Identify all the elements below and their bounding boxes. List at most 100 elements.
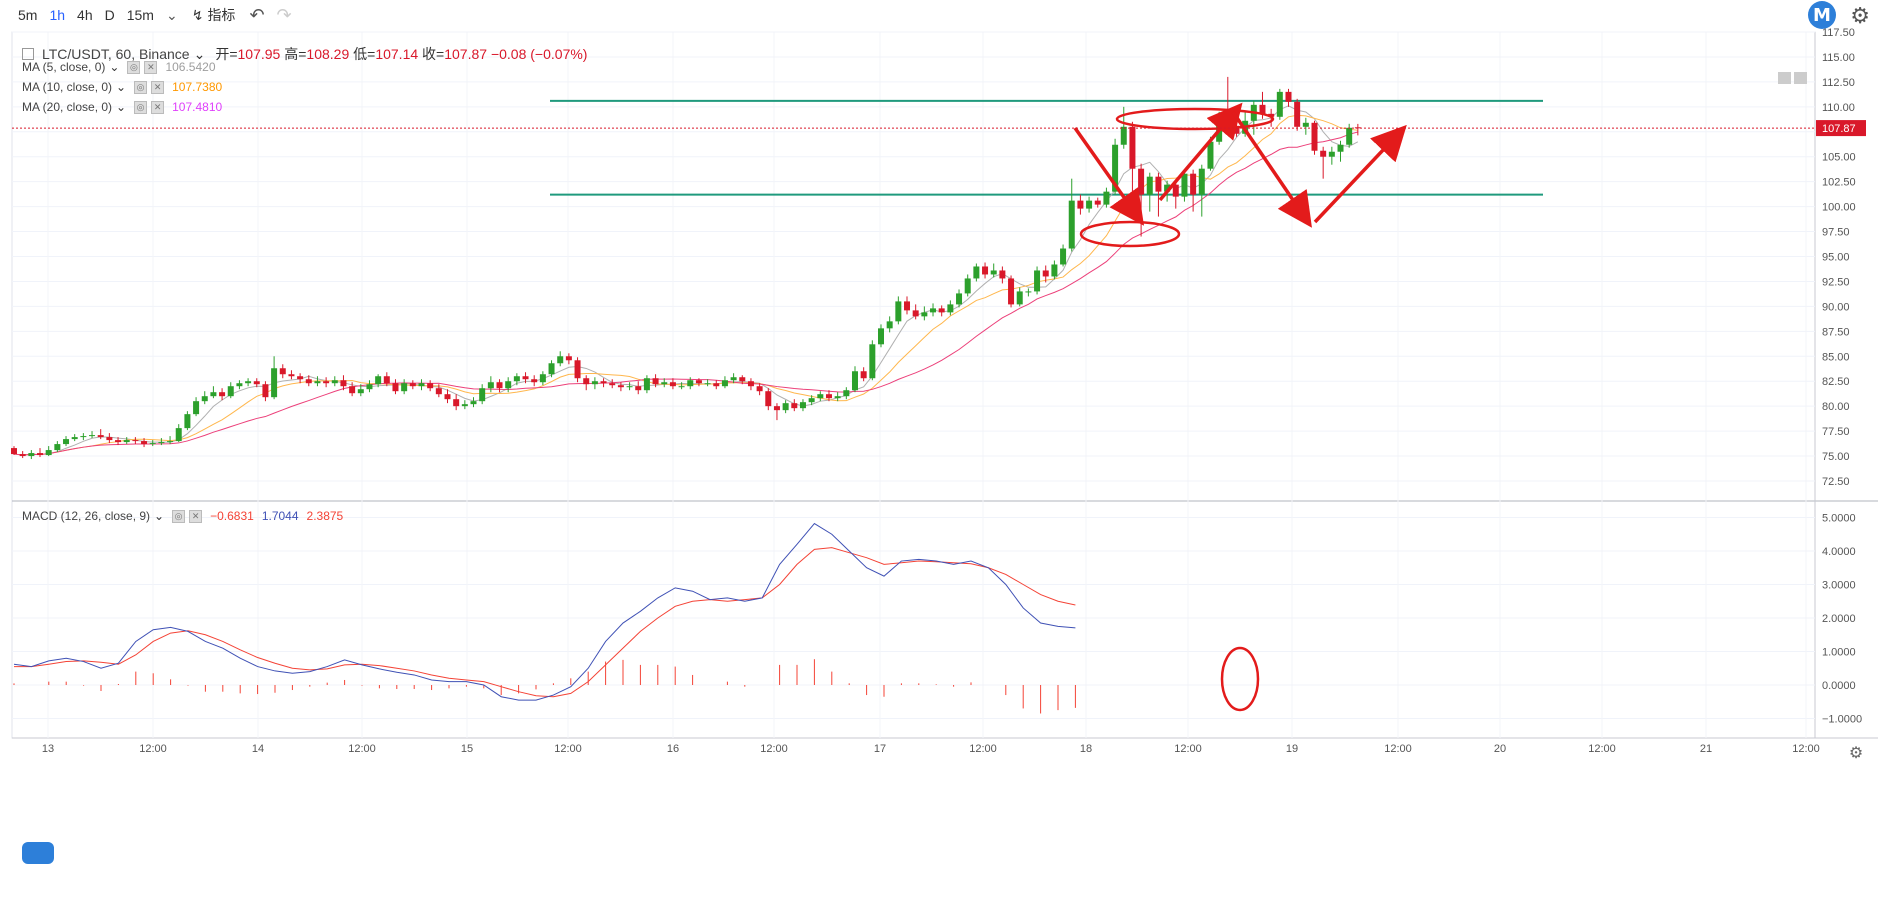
ma5-remove-icon[interactable]: ✕	[144, 60, 158, 74]
candle-body	[19, 454, 26, 457]
symbol-dropdown-icon[interactable]: ⌄	[193, 45, 206, 62]
arrow-down-2	[1231, 111, 1312, 228]
price-tick-label: 115.00	[1822, 52, 1855, 64]
price-tick-label: 110.00	[1822, 102, 1855, 114]
candle-body	[1320, 150, 1327, 157]
timeframe-4h[interactable]: 4h	[77, 7, 93, 23]
candle-body	[1138, 168, 1145, 195]
ma10-label: MA (10, close, 0)	[22, 80, 113, 94]
candle-body	[409, 383, 416, 387]
ma20-dropdown-icon[interactable]: ⌄	[116, 100, 127, 114]
candle-body	[1086, 200, 1093, 209]
candle-body	[383, 376, 390, 384]
timeframe-1h[interactable]: 1h	[49, 7, 66, 23]
candle-body	[45, 450, 52, 456]
timeframe-dropdown-icon[interactable]: ⌄	[165, 6, 178, 23]
candle-body	[1302, 122, 1309, 127]
candle-body	[643, 378, 650, 391]
time-tick-label: 12:00	[139, 743, 167, 755]
ma10-remove-icon[interactable]: ✕	[151, 80, 165, 94]
high-value: 108.29	[306, 46, 350, 62]
timeframe-5m[interactable]: 5m	[18, 7, 38, 23]
ma10-value: 107.7380	[172, 80, 223, 94]
candle-body	[340, 380, 347, 387]
candle-body	[904, 301, 911, 311]
candle-body	[921, 312, 928, 317]
candle-body	[661, 382, 668, 385]
ma10-line	[13, 114, 1358, 456]
candle-body	[375, 376, 382, 385]
candle-body	[860, 371, 867, 379]
tradingview-logo-icon	[22, 842, 54, 864]
candle-body	[1025, 291, 1032, 293]
open-value: 107.95	[237, 46, 281, 62]
axis-layer: 117.50115.00112.50110.00107.50105.00102.…	[12, 27, 1866, 864]
macd-hist-value: −0.6831	[210, 509, 254, 523]
ma10-dropdown-icon[interactable]: ⌄	[116, 80, 127, 94]
candle-body	[1346, 127, 1353, 145]
candle-body	[401, 383, 408, 392]
candle-body	[201, 396, 208, 402]
candle-body	[982, 266, 989, 275]
scroll-down-icon[interactable]	[1778, 72, 1791, 84]
ma5-dropdown-icon[interactable]: ⌄	[109, 60, 120, 74]
candle-body	[973, 266, 980, 279]
maximize-pane-icon[interactable]	[1794, 72, 1807, 84]
candle-body	[791, 403, 798, 409]
candle-body	[721, 380, 728, 387]
candle-body	[878, 328, 884, 345]
ma20-remove-icon[interactable]: ✕	[151, 100, 165, 114]
macd-remove-icon[interactable]: ✕	[189, 509, 203, 523]
indicators-label: 指标	[207, 7, 236, 23]
candle-body	[331, 380, 338, 384]
close-value: 107.87	[444, 46, 488, 62]
indicators-button[interactable]: ↯ 指标	[184, 5, 244, 25]
axis-settings-gear-icon[interactable]: ⚙	[1849, 745, 1863, 762]
candle-body	[80, 436, 87, 438]
candle-body	[314, 381, 321, 384]
macd-tick-label: 1.0000	[1822, 647, 1856, 659]
candle-body	[548, 363, 555, 375]
time-tick-label: 18	[1080, 743, 1092, 755]
brand-logo[interactable]: M	[1808, 1, 1836, 29]
timeframe-15m[interactable]: 15m	[126, 7, 154, 23]
macd-tick-label: 2.0000	[1822, 613, 1856, 625]
candle-body	[765, 391, 772, 407]
undo-icon[interactable]: ↶	[249, 4, 265, 25]
candle-body	[687, 380, 694, 387]
settings-gear-icon[interactable]: ⚙	[1850, 3, 1870, 28]
candle-body	[487, 382, 494, 389]
ma5-settings-icon[interactable]: ◎	[127, 60, 141, 74]
ma5-label: MA (5, close, 0)	[22, 60, 106, 74]
macd-tick-label: 5.0000	[1822, 513, 1856, 525]
collapse-toggle-icon[interactable]	[22, 48, 34, 60]
candle-body	[141, 441, 148, 445]
time-tick-label: 17	[874, 743, 886, 755]
candle-body	[1190, 173, 1197, 195]
time-tick-label: 16	[667, 743, 679, 755]
ma5-legend: MA (5, close, 0) ⌄ ◎ ✕ 106.5420	[22, 60, 216, 74]
timeframe-d[interactable]: D	[104, 7, 115, 23]
candle-body	[808, 398, 815, 403]
price-tick-label: 90.00	[1822, 301, 1850, 313]
indicators-icon: ↯	[191, 6, 204, 23]
annotation-layer	[1073, 102, 1407, 712]
candle-body	[1164, 184, 1171, 192]
candle-body	[89, 435, 96, 437]
change-value: −0.08 (−0.07%)	[490, 46, 588, 62]
candle-body	[747, 381, 754, 387]
time-tick-label: 20	[1494, 743, 1506, 755]
macd-dropdown-icon[interactable]: ⌄	[154, 509, 165, 523]
ma20-settings-icon[interactable]: ◎	[134, 100, 148, 114]
macd-line-value: 1.7044	[261, 509, 299, 523]
macd-signal-line	[14, 547, 1076, 698]
candle-body	[695, 380, 702, 384]
price-tick-label: 72.50	[1822, 476, 1850, 488]
macd-settings-icon[interactable]: ◎	[172, 509, 186, 523]
ma10-settings-icon[interactable]: ◎	[134, 80, 148, 94]
chart-grid	[11, 31, 1878, 739]
price-tick-label: 77.50	[1822, 426, 1850, 438]
redo-icon[interactable]: ↷	[276, 4, 292, 25]
candle-body	[63, 439, 70, 445]
